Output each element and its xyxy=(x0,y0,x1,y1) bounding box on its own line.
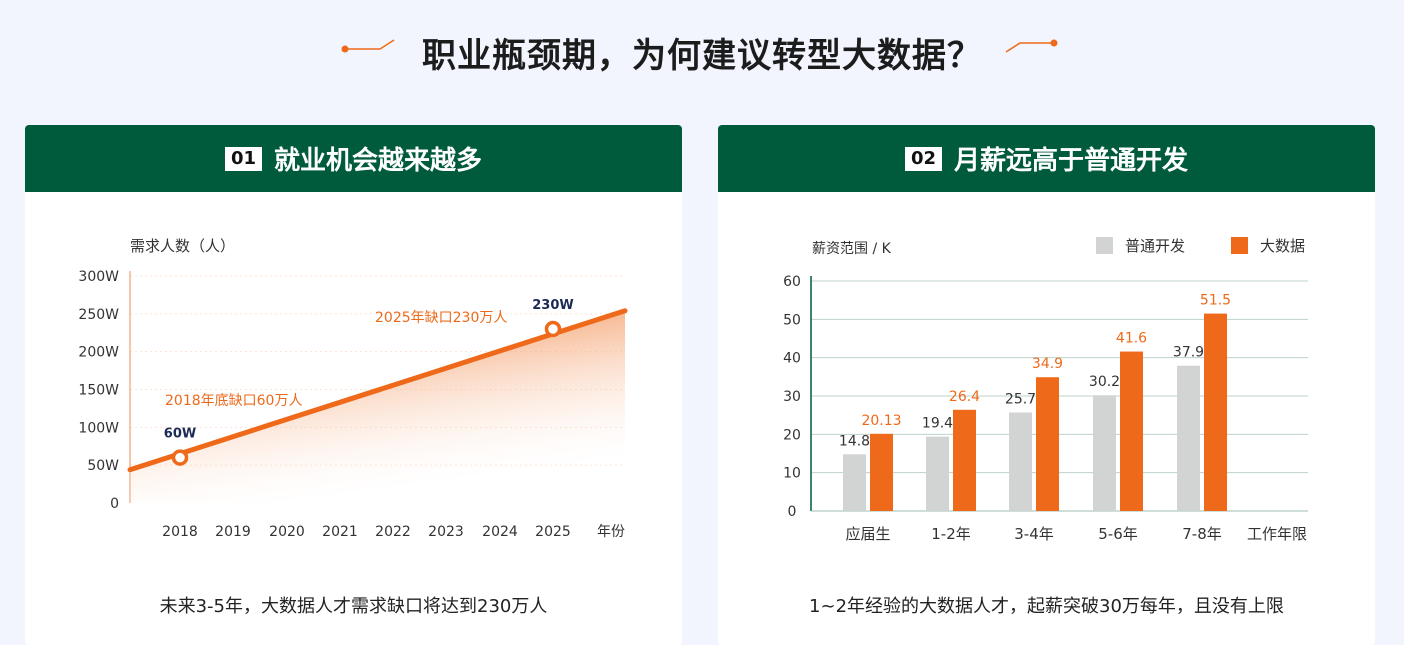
x-tick-label: 2019 xyxy=(215,524,251,540)
bar-value-label: 41.6 xyxy=(1116,331,1147,347)
legend-swatch xyxy=(1231,237,1248,254)
y-tick-label: 30 xyxy=(783,389,801,405)
bar xyxy=(926,436,949,511)
card-caption: 未来3-5年，大数据人才需求缺口将达到230万人 xyxy=(159,596,548,617)
point-label: 60W xyxy=(164,427,196,442)
card-header: 01 就业机会越来越多 xyxy=(25,125,682,192)
y-tick-label: 250W xyxy=(78,307,119,323)
page-title: 职业瓶颈期，为何建议转型大数据？ xyxy=(422,36,982,76)
demand-area-chart: 需求人数（人） 0 50W 100W 150W 200W 250W 300W 2018 2019 2… xyxy=(78,237,628,540)
bar-value-label: 26.4 xyxy=(949,389,980,405)
point-label: 230W xyxy=(532,298,573,313)
bar-value-label: 34.9 xyxy=(1032,356,1063,372)
y-tick-label: 50W xyxy=(87,458,119,474)
y-tick-label: 60 xyxy=(783,274,801,290)
x-tick-label: 应届生 xyxy=(845,525,890,543)
card-number: 02 xyxy=(904,146,943,171)
legend-label: 大数据 xyxy=(1260,237,1305,255)
demand-line xyxy=(127,308,628,473)
bar xyxy=(1093,395,1116,511)
x-tick-label: 2018 xyxy=(162,524,198,540)
bar xyxy=(1120,351,1143,511)
right-decoration-icon xyxy=(1005,39,1058,53)
y-tick-label: 10 xyxy=(783,466,801,482)
bar-value-label: 30.2 xyxy=(1089,374,1120,390)
x-tick-label: 2021 xyxy=(322,524,358,540)
bar-value-label: 25.7 xyxy=(1005,391,1036,407)
card-title: 月薪远高于普通开发 xyxy=(954,146,1189,176)
card-caption: 1~2年经验的大数据人才，起薪突破30万每年，且没有上限 xyxy=(809,596,1284,617)
x-tick-label: 7-8年 xyxy=(1182,525,1222,543)
bar xyxy=(953,409,976,511)
y-tick-label: 0 xyxy=(110,496,119,512)
y-axis-title: 需求人数（人） xyxy=(130,237,235,255)
legend-label: 普通开发 xyxy=(1125,237,1185,255)
y-tick-label: 0 xyxy=(788,504,797,520)
data-point xyxy=(171,449,189,466)
bar xyxy=(1204,313,1227,511)
y-tick-label: 300W xyxy=(78,269,119,285)
x-tick-label: 2025 xyxy=(535,524,571,540)
x-tick-label: 5-6年 xyxy=(1098,525,1138,543)
data-point xyxy=(544,320,562,338)
annotation: 2025年缺口230万人 xyxy=(375,310,507,326)
x-tick-label: 2024 xyxy=(482,524,518,540)
y-axis-title: 薪资范围 / K xyxy=(812,240,892,257)
card-number: 01 xyxy=(224,146,263,171)
bar-value-label: 37.9 xyxy=(1173,345,1204,361)
x-tick-label: 2022 xyxy=(375,524,411,540)
area-fill xyxy=(130,310,625,503)
x-tick-label: 2023 xyxy=(428,524,464,540)
bar xyxy=(1009,412,1032,511)
y-tick-label: 200W xyxy=(78,345,119,361)
card-header: 02 月薪远高于普通开发 xyxy=(718,125,1375,192)
card-employment: 01 就业机会越来越多 需求人数（人） 0 50W 100W 150W 200W 250W 3… xyxy=(25,125,682,645)
bar xyxy=(843,454,866,511)
x-tick-label: 2020 xyxy=(269,524,305,540)
left-decoration-icon xyxy=(341,39,395,53)
x-axis-title: 工作年限 xyxy=(1247,525,1307,543)
bar xyxy=(1036,377,1059,511)
card-salary: 02 月薪远高于普通开发 薪资范围 / K 普通开发 大数据 0 10 20 30 40 50 6… xyxy=(718,125,1375,645)
y-tick-label: 150W xyxy=(78,383,119,399)
bar xyxy=(870,433,893,511)
x-tick-label: 1-2年 xyxy=(931,525,971,543)
legend-swatch xyxy=(1096,237,1113,254)
y-tick-label: 50 xyxy=(783,312,801,328)
bar-value-label: 19.4 xyxy=(922,416,953,432)
annotation: 2018年底缺口60万人 xyxy=(165,393,302,409)
x-tick-label: 3-4年 xyxy=(1014,525,1054,543)
bar-value-label: 51.5 xyxy=(1200,293,1231,309)
y-tick-label: 20 xyxy=(783,427,801,443)
y-tick-label: 100W xyxy=(78,420,119,436)
bar xyxy=(1177,365,1200,511)
y-tick-label: 40 xyxy=(783,351,801,367)
salary-bar-chart: 薪资范围 / K 普通开发 大数据 0 10 20 30 40 50 60 14.8 20.13 应届生… xyxy=(783,237,1308,543)
card-title: 就业机会越来越多 xyxy=(274,146,483,176)
x-axis-title: 年份 xyxy=(597,524,625,540)
bar-value-label: 14.8 xyxy=(839,433,870,449)
bar-value-label: 20.13 xyxy=(861,413,901,429)
